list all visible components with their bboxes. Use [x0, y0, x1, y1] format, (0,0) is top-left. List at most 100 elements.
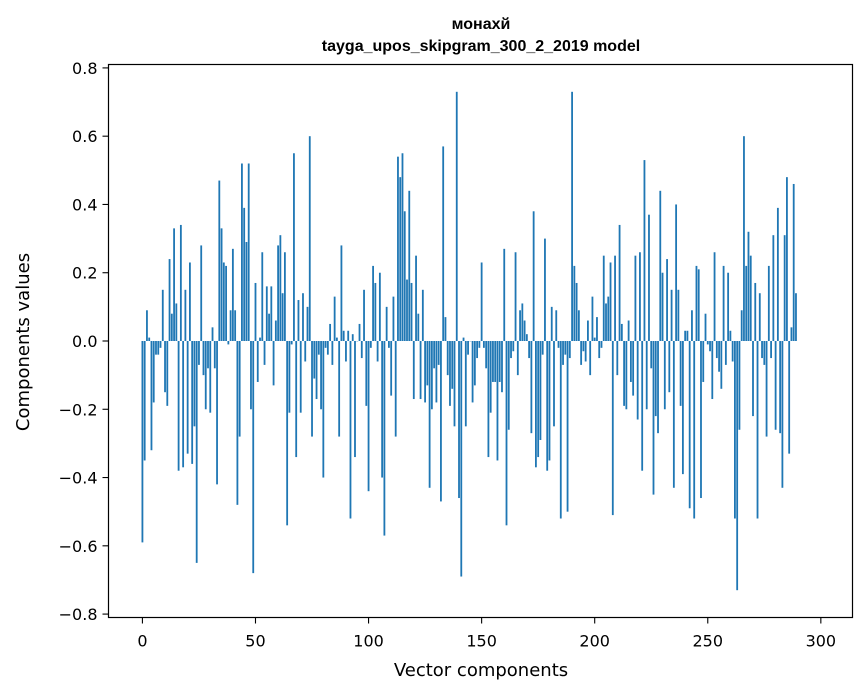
bar	[605, 303, 607, 341]
x-axis-ticks: 0 50 100 150 200 250 300	[137, 617, 837, 651]
bar	[706, 341, 709, 345]
bar	[691, 310, 693, 341]
bar	[365, 341, 368, 406]
bar	[476, 341, 479, 359]
bar	[767, 265, 770, 341]
bar	[718, 341, 720, 372]
bar	[738, 341, 741, 430]
bar	[299, 341, 302, 413]
bar	[627, 320, 630, 341]
bar	[774, 341, 777, 430]
bar	[618, 224, 621, 341]
bar	[268, 313, 270, 341]
bar	[331, 341, 334, 365]
bar	[417, 313, 420, 341]
bar	[256, 341, 259, 382]
bar	[629, 341, 632, 382]
bar	[575, 282, 578, 341]
bar	[351, 334, 354, 341]
y-tick-label: 0.8	[72, 59, 97, 78]
bar	[406, 279, 408, 341]
bar	[173, 228, 175, 341]
bar	[220, 228, 223, 341]
x-tick-label: 250	[692, 632, 723, 651]
bar	[639, 252, 641, 341]
bar	[399, 177, 402, 341]
bar	[342, 330, 345, 341]
bar	[790, 327, 793, 341]
bar	[645, 341, 648, 410]
bar	[437, 341, 440, 365]
bar	[724, 341, 727, 365]
bar	[372, 265, 374, 341]
bar	[335, 337, 338, 341]
bar	[544, 238, 546, 341]
bar	[293, 153, 295, 341]
bar	[195, 341, 198, 563]
bars-group	[141, 91, 797, 591]
bar	[288, 341, 291, 413]
bar	[713, 252, 716, 341]
bar	[238, 341, 241, 437]
bar	[166, 341, 169, 406]
bar	[338, 341, 341, 437]
bar	[148, 337, 151, 341]
x-axis-label: Vector components	[394, 660, 568, 681]
bar	[743, 136, 745, 341]
bar	[523, 320, 526, 341]
x-tick-label: 300	[806, 632, 837, 651]
bar	[259, 337, 261, 341]
bar	[241, 163, 243, 341]
bar	[688, 341, 691, 509]
bar	[573, 265, 576, 341]
bar	[349, 341, 352, 519]
bar	[555, 310, 558, 341]
bar	[539, 341, 542, 440]
bar	[164, 341, 166, 393]
bar	[503, 248, 506, 341]
bar	[582, 341, 585, 352]
bar	[446, 341, 449, 376]
bar	[532, 211, 535, 341]
bar	[700, 341, 702, 499]
bar	[758, 293, 761, 341]
bar	[347, 330, 350, 341]
bar	[593, 337, 596, 341]
bar	[512, 341, 515, 352]
bar	[170, 313, 173, 341]
bar	[231, 248, 234, 341]
bar	[749, 255, 752, 341]
bar	[770, 341, 772, 359]
bar	[482, 341, 485, 348]
bar	[202, 341, 205, 376]
bar	[159, 341, 162, 348]
bar	[245, 242, 248, 341]
bar	[263, 341, 266, 365]
chart-subtitle: tayga_upos_skipgram_300_2_2019 model	[322, 38, 640, 55]
bar	[272, 341, 275, 386]
bar	[216, 341, 218, 485]
bar	[765, 341, 768, 437]
bar	[600, 341, 603, 348]
bar	[324, 341, 327, 348]
bar	[620, 323, 623, 341]
bar	[781, 341, 784, 488]
bar	[795, 293, 797, 341]
bar	[537, 341, 540, 458]
bar	[363, 289, 365, 341]
bar	[611, 341, 614, 516]
bar	[776, 207, 779, 341]
bar	[492, 341, 494, 382]
bar	[697, 269, 700, 341]
bar	[485, 341, 488, 369]
bar	[677, 289, 680, 341]
bar	[274, 320, 277, 341]
bar	[596, 317, 598, 341]
bar	[672, 341, 675, 488]
bar	[428, 341, 431, 488]
bar	[313, 341, 316, 379]
bar	[559, 341, 562, 519]
bar	[168, 259, 171, 341]
bar	[788, 341, 791, 454]
bar	[670, 289, 673, 341]
